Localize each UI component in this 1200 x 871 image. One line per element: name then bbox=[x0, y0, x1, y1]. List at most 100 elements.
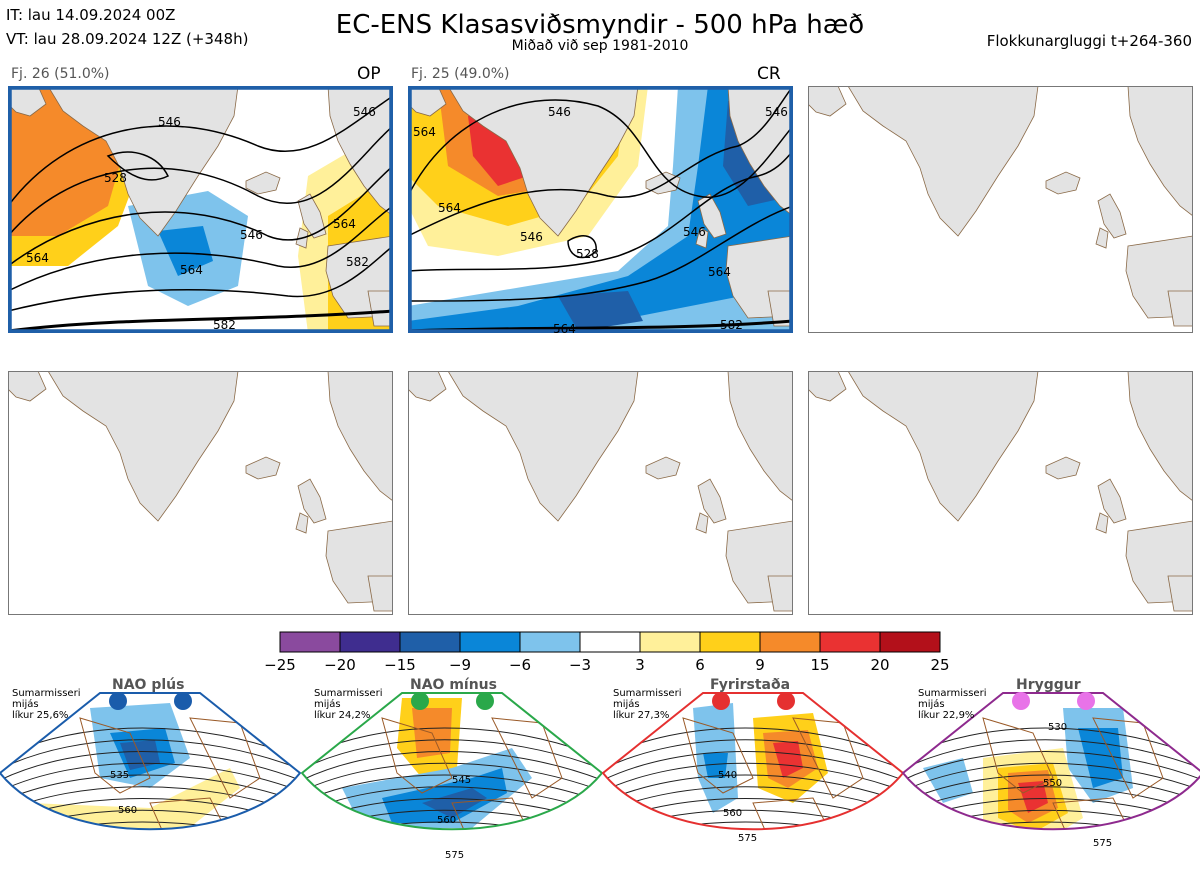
colorbar-tick-label: 25 bbox=[930, 656, 949, 674]
colorbar-tick-label: −20 bbox=[324, 656, 356, 674]
regime-note-line: Sumarmisseri bbox=[314, 688, 383, 699]
regime-note-line: mijás bbox=[314, 699, 341, 710]
empty-map-3 bbox=[808, 86, 1193, 333]
contour-line bbox=[603, 739, 903, 770]
regime-note-nao-minus: Sumarmisseri mijás líkur 24,2% bbox=[314, 688, 382, 721]
regime-note-line: Sumarmisseri bbox=[613, 688, 682, 699]
regime-dot bbox=[712, 692, 730, 710]
anomaly-shading bbox=[1078, 728, 1123, 788]
contour-line bbox=[603, 821, 903, 830]
regime-note-line: mijás bbox=[918, 699, 945, 710]
contour-line bbox=[0, 751, 300, 781]
contour-label: 528 bbox=[104, 171, 127, 185]
colorbar-tick-label: −6 bbox=[509, 656, 531, 674]
contour-line bbox=[302, 821, 602, 830]
contour-line bbox=[603, 762, 903, 792]
contour-line bbox=[302, 774, 602, 803]
regime-contour-label: 560 bbox=[723, 808, 742, 819]
coastline bbox=[381, 717, 563, 830]
contour-label: 546 bbox=[765, 105, 788, 119]
colorbar-segment bbox=[879, 631, 941, 653]
contour-label: 546 bbox=[683, 225, 706, 239]
coastline bbox=[682, 717, 864, 830]
colorbar-segment bbox=[639, 631, 701, 653]
contour-line bbox=[903, 739, 1200, 770]
regime-contour-label: 535 bbox=[110, 770, 129, 781]
regime-3: 530 550 575 bbox=[901, 692, 1200, 849]
colorbar-segment bbox=[819, 631, 881, 653]
colorbar-tick-label: −9 bbox=[449, 656, 471, 674]
contour-line bbox=[0, 821, 300, 830]
regime-contour-label: 575 bbox=[738, 833, 757, 844]
regime-note-line: líkur 24,2% bbox=[314, 710, 371, 721]
contour-label: 564 bbox=[708, 265, 731, 279]
contour-label: 564 bbox=[180, 263, 203, 277]
regime-dot bbox=[109, 692, 127, 710]
regime-contour-label: 575 bbox=[445, 850, 464, 861]
regime-note-line: Sumarmisseri bbox=[918, 688, 987, 699]
regime-contour-label: 545 bbox=[452, 775, 471, 786]
contour-label: 546 bbox=[548, 105, 571, 119]
contour-label: 564 bbox=[26, 251, 49, 265]
contour-line bbox=[903, 762, 1200, 792]
colorbar-tick-label: 20 bbox=[870, 656, 889, 674]
regime-row: 535 560 545 560 575 540 560 575 530 550 575 bbox=[0, 692, 1200, 861]
colorbar-segment bbox=[759, 631, 821, 653]
cluster-map-2: 564 546 564 546 528 546 564 546 564 582 bbox=[408, 86, 793, 333]
clustering-window: Flokkunargluggi t+264-360 bbox=[986, 32, 1192, 50]
contour-label: 582 bbox=[213, 318, 236, 332]
empty-map-6 bbox=[808, 371, 1193, 615]
contour-line bbox=[903, 821, 1200, 830]
regime-note-line: Sumarmisseri bbox=[12, 688, 81, 699]
panel-2-type-label: CR bbox=[757, 64, 781, 84]
page-title: EC-ENS Klasasviðsmyndir - 500 hPa hæð bbox=[335, 10, 865, 40]
contour-label: 564 bbox=[438, 201, 461, 215]
regime-note-blocking: Sumarmisseri mijás líkur 27,3% bbox=[613, 688, 681, 721]
regime-contour-label: 530 bbox=[1048, 722, 1067, 733]
initial-time: IT: lau 14.09.2024 00Z bbox=[6, 6, 176, 24]
regime-frame bbox=[300, 692, 604, 831]
regime-note-ridge: Sumarmisseri mijás líkur 22,9% bbox=[918, 688, 986, 721]
contour-label: 564 bbox=[333, 217, 356, 231]
anomaly-shading bbox=[1018, 781, 1048, 813]
regime-contour-label: 550 bbox=[1043, 778, 1062, 789]
regime-dot bbox=[1012, 692, 1030, 710]
colorbar-tick-label: −15 bbox=[384, 656, 416, 674]
regime-note-line: mijás bbox=[12, 699, 39, 710]
contour-line bbox=[903, 751, 1200, 781]
contour-label: 564 bbox=[413, 125, 436, 139]
colorbar: −25 −20 −15 −9 −6 −3 3 6 9 15 20 25 bbox=[264, 631, 950, 674]
anomaly-shading bbox=[773, 741, 803, 778]
coastline bbox=[982, 717, 1164, 830]
anomaly-shading bbox=[382, 768, 507, 823]
anomaly-shading bbox=[703, 753, 728, 778]
contour-line bbox=[0, 774, 300, 803]
cluster-map-1: 546 528 546 564 546 564 582 564 582 bbox=[8, 86, 393, 333]
colorbar-segment bbox=[699, 631, 761, 653]
colorbar-tick-label: 15 bbox=[810, 656, 829, 674]
contour-line bbox=[603, 774, 903, 803]
regime-dot bbox=[777, 692, 795, 710]
regime-title-blocking: Fyrirstaða bbox=[710, 677, 791, 693]
page-subtitle: Miðað við sep 1981-2010 bbox=[511, 38, 689, 54]
regime-note-line: líkur 22,9% bbox=[918, 710, 975, 721]
regime-frame bbox=[0, 692, 302, 831]
colorbar-segment bbox=[279, 631, 341, 653]
panel-1-type-label: OP bbox=[357, 64, 381, 84]
empty-map-4 bbox=[8, 371, 393, 615]
regime-contour-label: 540 bbox=[718, 770, 737, 781]
colorbar-segment bbox=[519, 631, 581, 653]
contour-line bbox=[302, 751, 602, 781]
contour-label: 546 bbox=[158, 115, 181, 129]
contour-line bbox=[603, 751, 903, 781]
contour-label: 546 bbox=[353, 105, 376, 119]
panel-2-count-label: Fj. 25 (49.0%) bbox=[411, 66, 510, 82]
regime-title-ridge: Hryggur bbox=[1016, 677, 1081, 693]
regime-note-nao-plus: Sumarmisseri mijás líkur 25,6% bbox=[12, 688, 80, 721]
regime-dot bbox=[1077, 692, 1095, 710]
regime-contour-label: 575 bbox=[1093, 838, 1112, 849]
valid-time: VT: lau 28.09.2024 12Z (+348h) bbox=[6, 30, 249, 48]
regime-frame bbox=[901, 692, 1200, 831]
regime-dot bbox=[411, 692, 429, 710]
colorbar-tick-label: 6 bbox=[695, 656, 705, 674]
